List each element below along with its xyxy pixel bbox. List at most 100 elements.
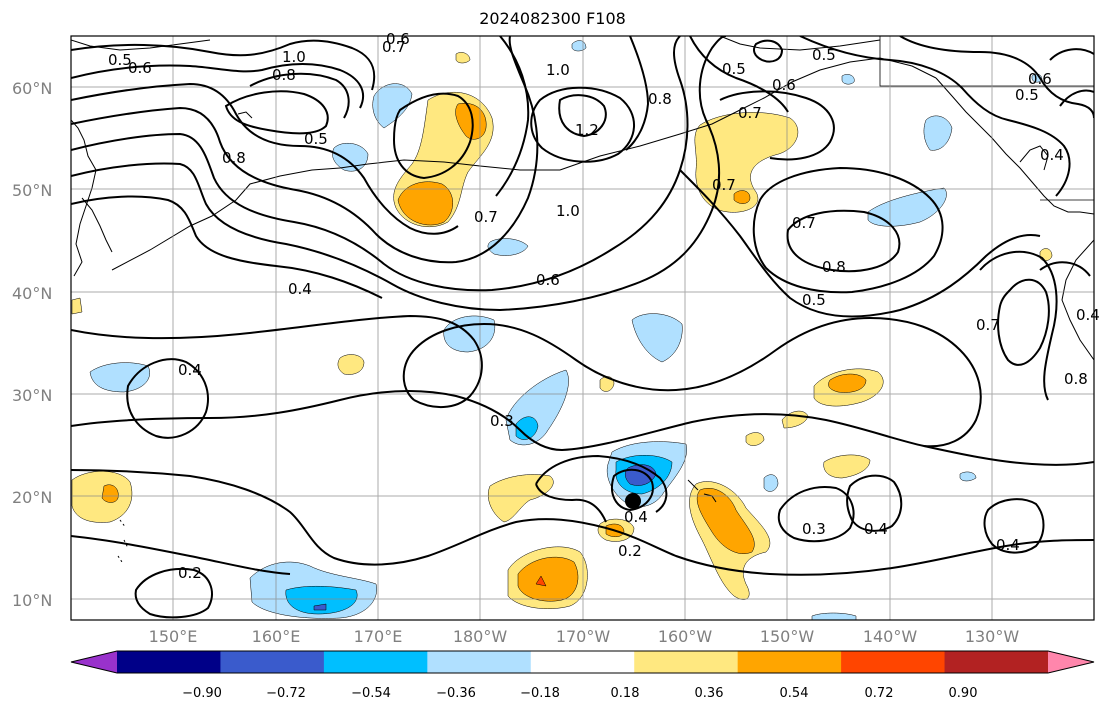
contour-label: 0.5 [802, 291, 826, 309]
map-title: 2024082300 F108 [479, 9, 626, 28]
shade-pos-inner [397, 181, 453, 226]
lon-tick-label: 130°W [965, 627, 1020, 646]
shade-neg-outer [332, 142, 369, 172]
contour-line [71, 36, 539, 264]
coastline-bc-islands [1019, 145, 1049, 171]
lat-tick-label: 50°N [12, 181, 52, 200]
contour-label: 0.8 [272, 66, 296, 84]
colorbar-tick-label: −0.90 [182, 686, 222, 701]
contour-label: 0.4 [1040, 146, 1064, 164]
colorbar-segment [427, 651, 532, 673]
shade-pos-outer [781, 410, 809, 429]
contour-line [983, 498, 1045, 554]
coastline-hawaii-a [687, 479, 699, 491]
contour-line [71, 195, 383, 299]
contour-label: 0.7 [792, 214, 816, 232]
colorbar-tick-label: 0.72 [865, 686, 894, 701]
coastline-alaska-panhandle [935, 77, 1094, 215]
contour-label: 1.0 [282, 48, 306, 66]
contour-line [625, 36, 650, 151]
contour-line [689, 36, 789, 113]
contour-line [71, 36, 689, 292]
contour-line [134, 568, 213, 619]
contour-label: 0.8 [1064, 370, 1088, 388]
lat-tick-label: 40°N [12, 284, 52, 303]
contour-label: 0.4 [864, 520, 888, 538]
colorbar-segment [117, 651, 221, 673]
colorbar-tick-label: −0.36 [436, 686, 476, 701]
contour-line [786, 209, 901, 273]
contour-line [899, 36, 1094, 119]
contour-line [71, 63, 365, 109]
contour-line [71, 390, 1094, 466]
contour-label: 0.5 [812, 46, 836, 64]
colorbar-segment [634, 651, 739, 673]
shade-neg-core [313, 603, 327, 611]
contour-line [71, 36, 727, 312]
shade-pos-core [535, 575, 547, 587]
contour-label: 0.4 [624, 508, 648, 526]
contour-label: 0.7 [382, 38, 406, 56]
contour-label: 0.6 [386, 30, 410, 48]
shade-pos-inner [828, 373, 867, 393]
contour-label: 0.5 [722, 60, 746, 78]
contour-label: 0.4 [1076, 306, 1100, 324]
contour-label: 0.5 [108, 51, 132, 69]
coastline-alaska-north [719, 36, 881, 51]
contour-label: 0.5 [304, 130, 328, 148]
contour-line [753, 39, 784, 63]
contour-line [392, 92, 474, 180]
contour-line [249, 72, 350, 119]
shade-neg-inner [515, 416, 539, 440]
contour-label: 0.7 [738, 104, 762, 122]
anomaly-shading [71, 40, 1053, 620]
shade-pos-outer [337, 354, 365, 375]
shade-neg-outer [923, 115, 953, 151]
contour-line [1039, 261, 1091, 277]
contour-line [799, 36, 1071, 197]
contour-line [71, 82, 459, 235]
lat-tick-label: 60°N [12, 79, 52, 98]
contour-line [679, 169, 1041, 318]
colorbar-tick-labels: −0.90 −0.72 −0.54 −0.36 −0.18 0.18 0.36 … [182, 686, 977, 701]
lat-tick-label: 30°N [12, 386, 52, 405]
lon-tick-label: 150°E [149, 627, 198, 646]
shade-neg-inner [285, 585, 358, 615]
shade-pos-inner [733, 190, 751, 204]
contour-line [719, 90, 835, 161]
coastline-small-islands [117, 519, 129, 563]
shade-neg-outer [959, 471, 977, 482]
contour-line [71, 469, 1094, 576]
contour-label: 0.5 [1015, 86, 1039, 104]
coastline-chukotka [71, 39, 211, 51]
contour-line [1059, 89, 1094, 107]
coastline-bering-island [237, 111, 253, 119]
contour-label: 1.2 [575, 121, 599, 139]
colorbar-tick-label: 0.36 [695, 686, 724, 701]
colorbar-extend-low [71, 651, 117, 673]
contour-line [224, 90, 329, 135]
shade-pos-outer [488, 474, 554, 523]
contour-label: 0.8 [222, 149, 246, 167]
lat-tick-label: 10°N [12, 591, 52, 610]
contour-label: 0.2 [618, 542, 642, 560]
colorbar-tick-label: 0.90 [949, 686, 978, 701]
coastline-asia [71, 119, 97, 277]
contour-line [126, 358, 209, 439]
colorbar-segment [841, 651, 946, 673]
contour-line [495, 36, 530, 197]
contour-line [979, 250, 1058, 401]
pressure-contours [71, 36, 1094, 619]
storm-center-marker [625, 493, 641, 509]
contour-line [611, 468, 654, 512]
contour-label: 0.8 [822, 258, 846, 276]
colorbar-segment [220, 651, 325, 673]
map-frame [70, 35, 1095, 621]
lon-tick-label: 170°W [556, 627, 611, 646]
coastline-kamchatka [81, 197, 113, 253]
colorbar-tick-label: −0.72 [266, 686, 306, 701]
shade-neg-outer [89, 362, 150, 393]
contour-label: 0.4 [178, 361, 202, 379]
shade-neg-outer [505, 369, 569, 446]
shade-pos-inner [696, 488, 755, 554]
